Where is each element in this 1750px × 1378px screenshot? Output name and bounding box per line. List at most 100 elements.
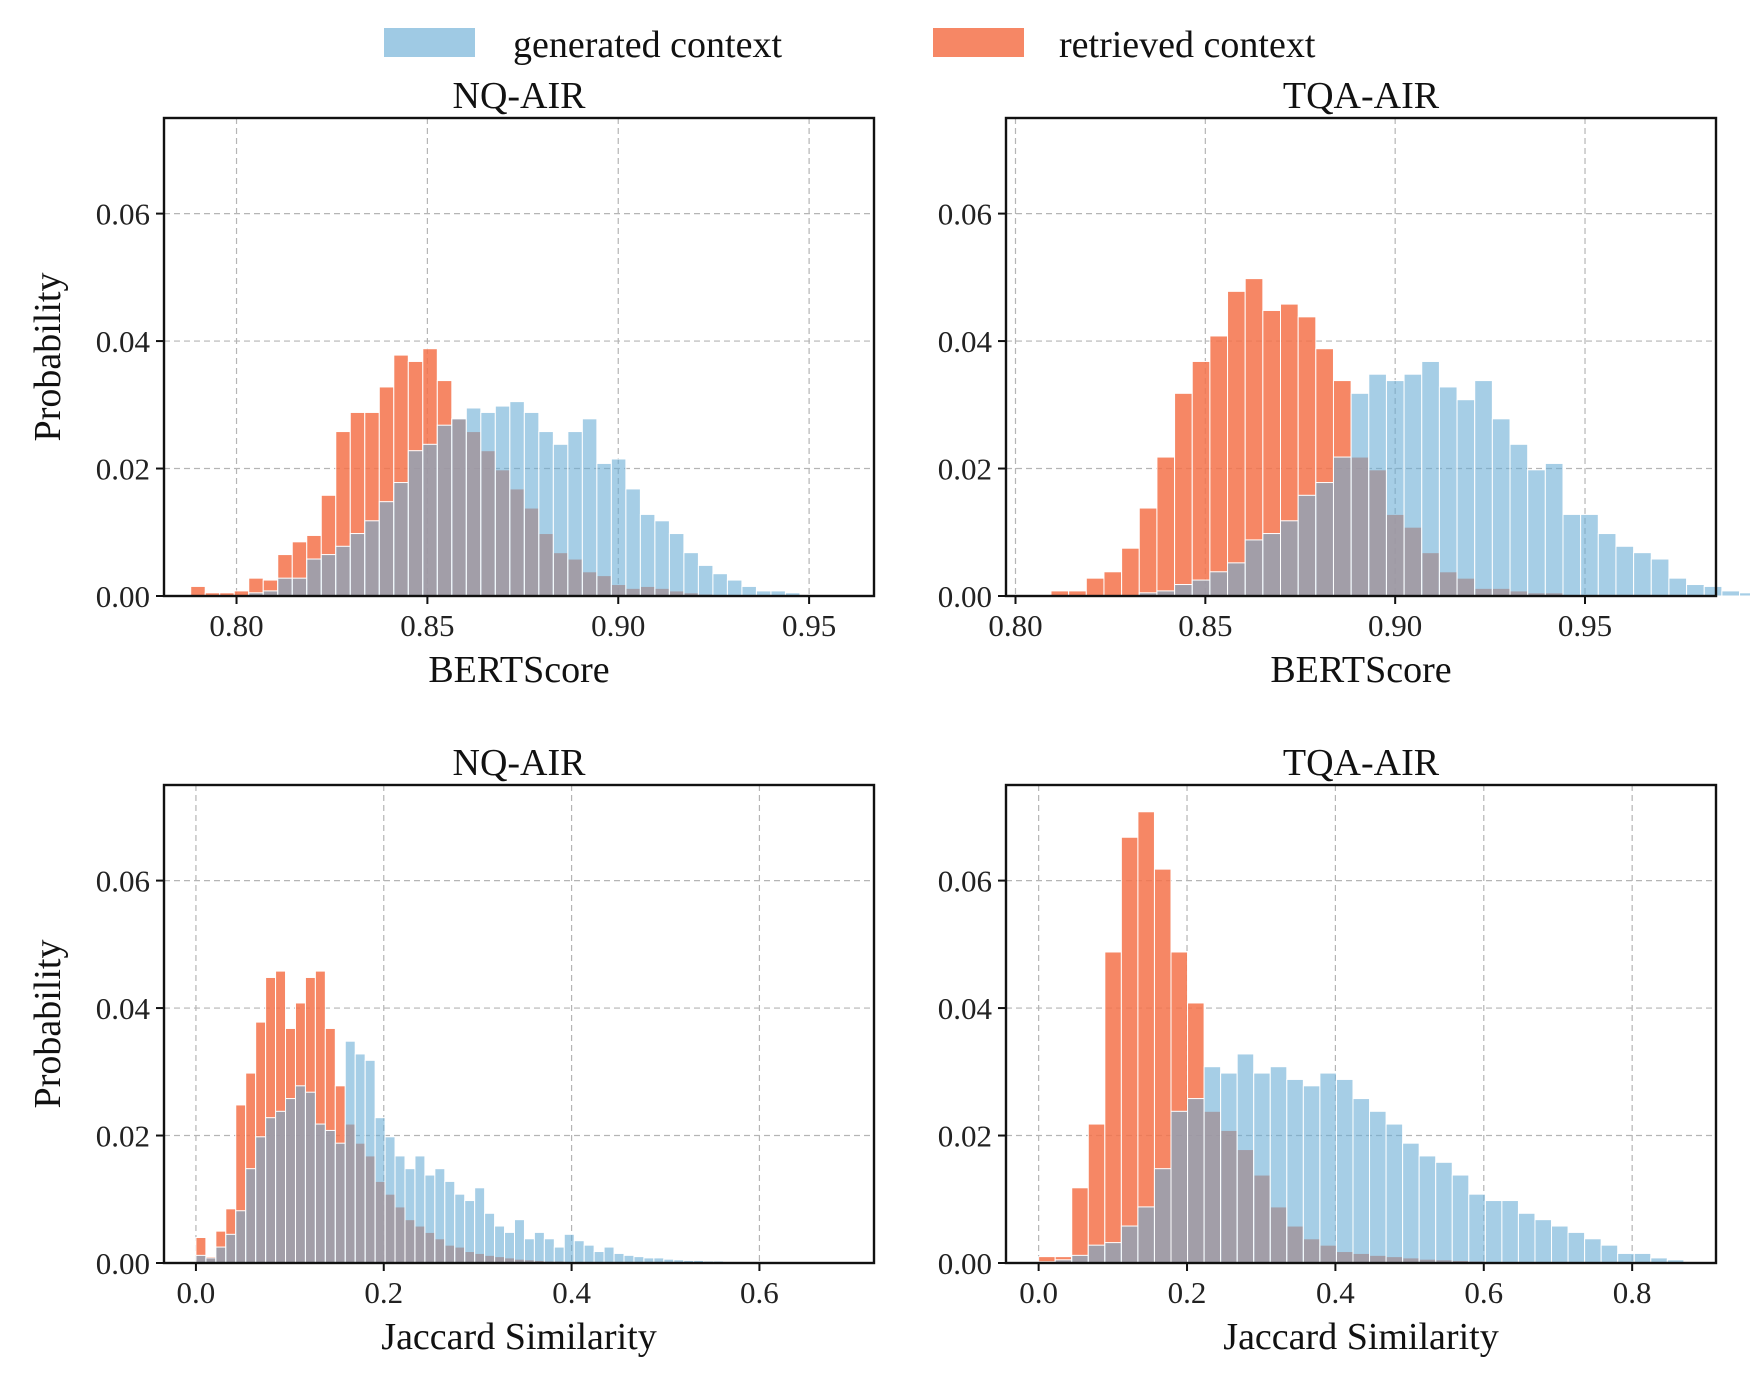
bar-retrieved bbox=[1227, 290, 1246, 597]
bar-generated bbox=[1385, 1123, 1404, 1264]
plot-frame bbox=[1004, 116, 1718, 598]
bar-generated bbox=[1650, 558, 1670, 597]
bar-generated bbox=[374, 1117, 386, 1264]
bar-generated bbox=[1191, 579, 1211, 597]
bar-generated bbox=[354, 1053, 366, 1264]
bar-generated bbox=[1087, 1244, 1106, 1264]
x-axis-label: Jaccard Similarity bbox=[381, 1316, 656, 1358]
bar-generated bbox=[1721, 590, 1741, 597]
bar-retrieved bbox=[1103, 571, 1123, 597]
bar-generated bbox=[484, 1212, 496, 1264]
bar-generated bbox=[394, 1155, 406, 1264]
bar-generated bbox=[1402, 1142, 1420, 1264]
y-axis-label: Probability bbox=[27, 940, 69, 1109]
plot-frame bbox=[1004, 783, 1718, 1265]
x-tick-label: 0.0 bbox=[1019, 1275, 1058, 1310]
y-tick-label: 0.04 bbox=[938, 991, 993, 1026]
bar-generated bbox=[1137, 1206, 1155, 1264]
bar-generated bbox=[509, 401, 525, 597]
bar-generated bbox=[639, 513, 656, 597]
bar-generated bbox=[1668, 577, 1688, 597]
bar-generated bbox=[1297, 494, 1317, 597]
y-tick-label: 0.00 bbox=[938, 1246, 992, 1281]
bar-generated bbox=[1170, 1110, 1189, 1264]
x-tick-label: 0.6 bbox=[1464, 1275, 1503, 1310]
bar-generated bbox=[1280, 520, 1299, 597]
bar-generated bbox=[454, 1193, 466, 1264]
bar-generated bbox=[1509, 443, 1529, 597]
legend: generated context retrieved context bbox=[384, 24, 1316, 66]
bar-retrieved bbox=[1121, 547, 1140, 597]
bar-generated bbox=[726, 579, 743, 597]
bar-retrieved bbox=[1137, 811, 1155, 1264]
bar-generated bbox=[563, 1233, 575, 1264]
bar-generated bbox=[1739, 592, 1750, 597]
y-tick-label: 0.02 bbox=[96, 452, 150, 487]
y-tick-label: 0.04 bbox=[96, 991, 151, 1026]
bar-generated bbox=[1501, 1200, 1519, 1264]
bar-generated bbox=[697, 564, 714, 597]
bar-generated bbox=[378, 501, 395, 597]
bar-generated bbox=[1220, 1072, 1238, 1264]
bar-generated bbox=[523, 411, 540, 597]
y-tick-label: 0.02 bbox=[96, 1119, 150, 1154]
bar-generated bbox=[1187, 1098, 1205, 1264]
y-tick-label: 0.02 bbox=[938, 1119, 992, 1154]
bar-generated bbox=[1491, 418, 1511, 597]
bar-generated bbox=[434, 1168, 446, 1264]
bar-retrieved bbox=[1087, 1123, 1106, 1264]
bar-generated bbox=[235, 1210, 247, 1264]
bar-generated bbox=[291, 577, 308, 597]
bar-generated bbox=[464, 1200, 476, 1264]
y-tick-label: 0.06 bbox=[938, 197, 992, 232]
bar-generated bbox=[654, 520, 670, 597]
bar-generated bbox=[306, 558, 322, 597]
chart-panel-3: 0.0 0.2 0.4 0.6 0.00 0.02 0.04 0.06 NQ-AIR Jaccar… bbox=[27, 742, 876, 1358]
bar-generated bbox=[523, 1238, 535, 1264]
bar-generated bbox=[1534, 1219, 1553, 1264]
chart-title: NQ-AIR bbox=[453, 742, 587, 784]
chart-title: TQA-AIR bbox=[1283, 742, 1440, 784]
bar-generated bbox=[668, 533, 685, 597]
chart-panel-2: 0.80 0.85 0.90 0.95 0.00 0.02 0.04 0.06 TQA-AIR B… bbox=[938, 75, 1750, 691]
bar-generated bbox=[1286, 1078, 1304, 1264]
bar-generated bbox=[1686, 584, 1705, 597]
bar-generated bbox=[314, 1123, 326, 1264]
bar-generated bbox=[1468, 1193, 1486, 1264]
bar-generated bbox=[494, 405, 511, 597]
bar-generated bbox=[255, 1136, 267, 1264]
bar-generated bbox=[1615, 545, 1635, 597]
bar-retrieved bbox=[1071, 1187, 1089, 1264]
bar-generated bbox=[393, 482, 409, 597]
y-tick-label: 0.00 bbox=[938, 579, 992, 614]
bar-generated bbox=[215, 1246, 227, 1264]
bar-generated bbox=[538, 431, 554, 597]
bar-generated bbox=[277, 577, 293, 597]
bar-generated bbox=[1369, 1110, 1387, 1264]
bar-generated bbox=[424, 1174, 436, 1264]
bar-generated bbox=[1302, 1085, 1321, 1264]
legend-swatch-generated bbox=[384, 28, 475, 57]
bar-generated bbox=[294, 1085, 306, 1264]
bar-generated bbox=[1403, 373, 1423, 597]
x-tick-label: 0.4 bbox=[1316, 1275, 1355, 1310]
bar-generated bbox=[349, 533, 366, 597]
bar-generated bbox=[1120, 1225, 1139, 1264]
y-tick-label: 0.00 bbox=[96, 1246, 150, 1281]
bar-generated bbox=[436, 424, 453, 597]
bar-generated bbox=[1544, 462, 1564, 597]
bar-generated bbox=[1385, 380, 1405, 597]
bar-generated bbox=[1584, 1238, 1602, 1264]
bar-generated bbox=[364, 1059, 376, 1264]
bar-generated bbox=[1262, 533, 1282, 597]
bar-retrieved bbox=[1138, 507, 1158, 597]
x-axis-label: BERTScore bbox=[428, 649, 609, 691]
x-tick-label: 0.6 bbox=[740, 1275, 779, 1310]
bar-generated bbox=[344, 1040, 356, 1264]
bar-generated bbox=[1474, 380, 1493, 597]
bar-generated bbox=[593, 1251, 605, 1264]
bar-generated bbox=[364, 520, 380, 597]
bar-generated bbox=[741, 585, 757, 597]
bar-generated bbox=[1633, 1252, 1652, 1264]
bar-generated bbox=[1104, 1242, 1122, 1264]
